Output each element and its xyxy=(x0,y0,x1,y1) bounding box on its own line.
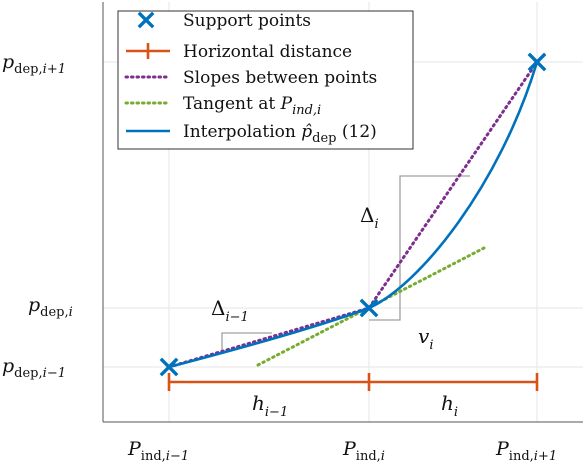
legend-entry-slopes: Slopes between points xyxy=(124,68,377,88)
x-tick-label-left: Pind,i−1 xyxy=(127,438,189,464)
annotation-h-im1: hi−1 xyxy=(252,391,288,420)
horizontal-distance-bar xyxy=(167,373,539,391)
legend: Support points Horizontal distance Slope… xyxy=(117,10,414,150)
annotation-v-i: vi xyxy=(418,324,433,353)
support-point-3 xyxy=(527,52,547,72)
svg-text:Slopes between points: Slopes between points xyxy=(183,68,377,88)
svg-text:Interpolation p̂dep (12): Interpolation p̂dep (12) xyxy=(183,122,377,146)
svg-text:Tangent at Pind,i: Tangent at Pind,i xyxy=(183,94,321,118)
svg-text:Support points: Support points xyxy=(183,11,311,31)
legend-box xyxy=(117,10,414,150)
delta-helper-lines xyxy=(221,175,470,352)
support-point-1 xyxy=(159,357,179,377)
x-tick-label-mid: Pind,i xyxy=(342,438,385,464)
y-tick-label-top: pdep,i+1 xyxy=(2,51,66,77)
legend-entry-interpolation: Interpolation p̂dep (12) xyxy=(126,122,377,146)
annotation-delta-i: Δi xyxy=(360,203,379,232)
legend-entry-horizontal-distance: Horizontal distance xyxy=(126,42,352,62)
support-points xyxy=(159,52,547,377)
x-tick-label-right: Pind,i+1 xyxy=(495,438,557,464)
legend-entry-support-points: Support points xyxy=(137,11,311,31)
support-point-2 xyxy=(359,298,379,318)
annotation-delta-im1: Δi−1 xyxy=(211,296,249,325)
legend-entry-tangent: Tangent at Pind,i xyxy=(124,94,321,118)
svg-text:Horizontal distance: Horizontal distance xyxy=(183,42,352,62)
y-tick-label-bottom: pdep,i−1 xyxy=(2,355,66,381)
annotation-h-i: hi xyxy=(441,391,458,420)
y-tick-label-mid: pdep,i xyxy=(28,294,73,320)
